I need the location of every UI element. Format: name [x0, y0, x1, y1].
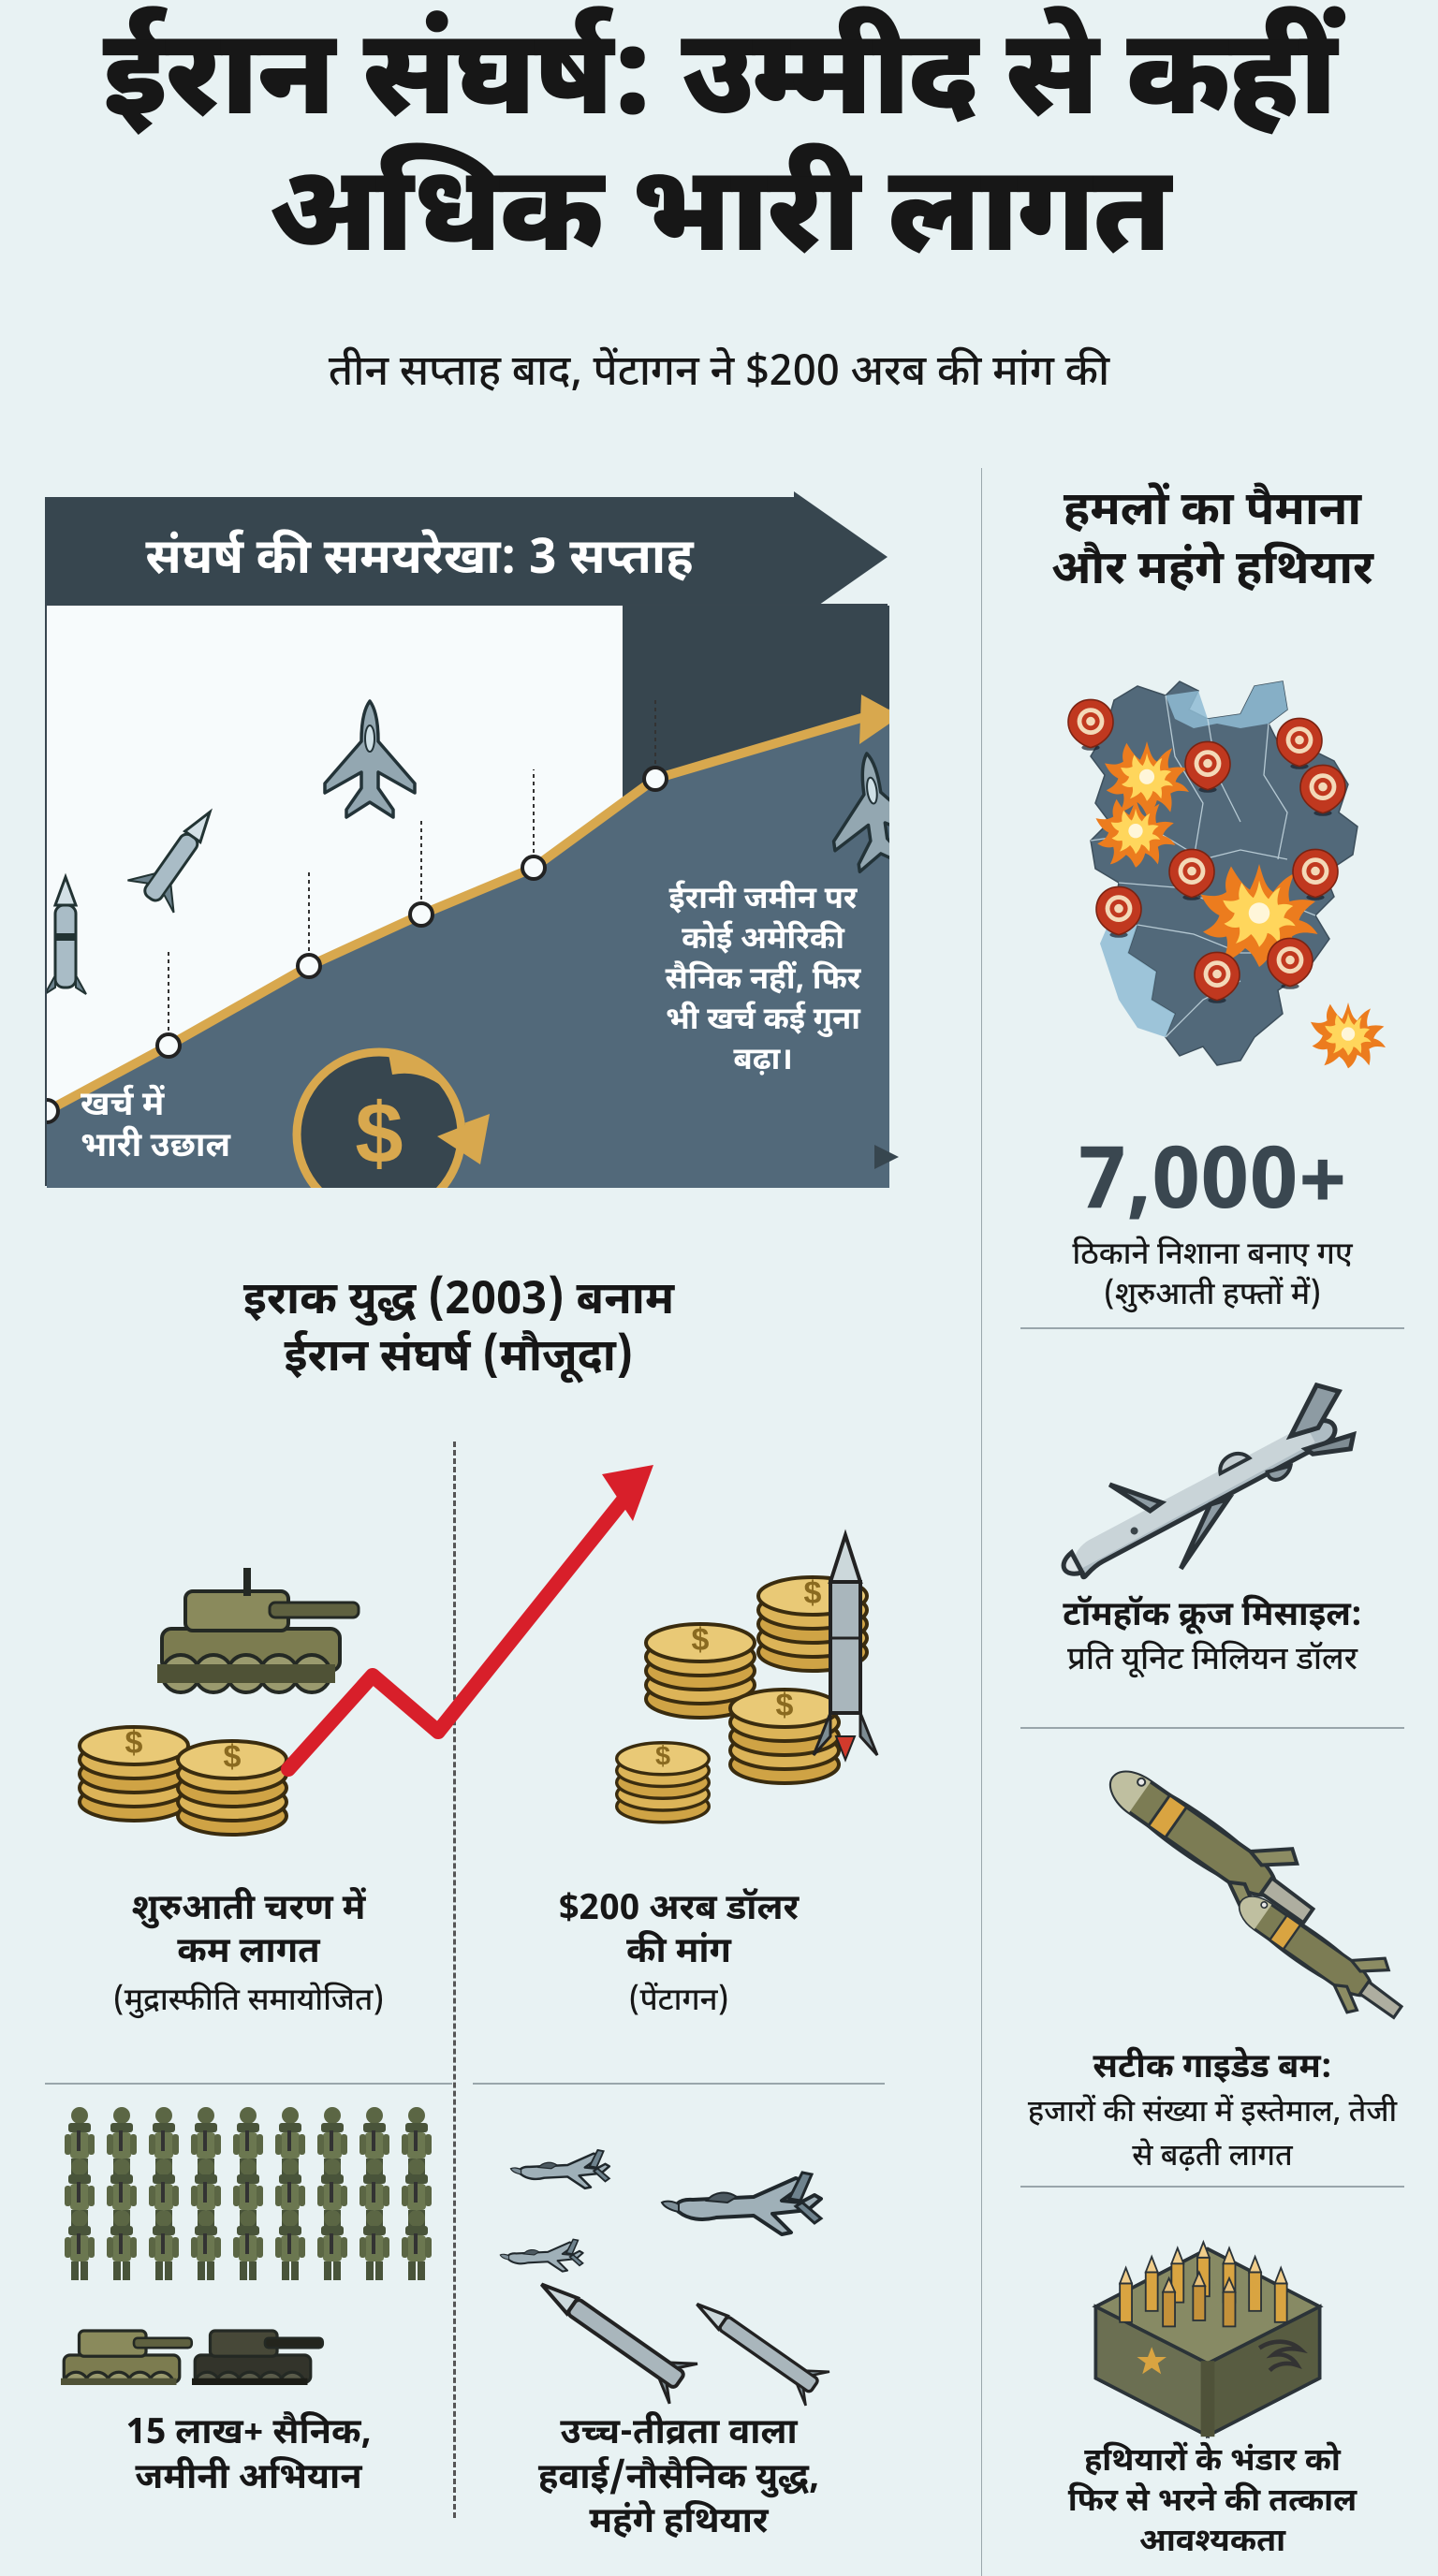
svg-text:$: $ [125, 1725, 143, 1761]
svg-text:संघर्ष की समयरेखा: 3 सप्ताह: संघर्ष की समयरेखा: 3 सप्ताह [145, 529, 695, 593]
svg-text:$: $ [355, 1086, 403, 1181]
